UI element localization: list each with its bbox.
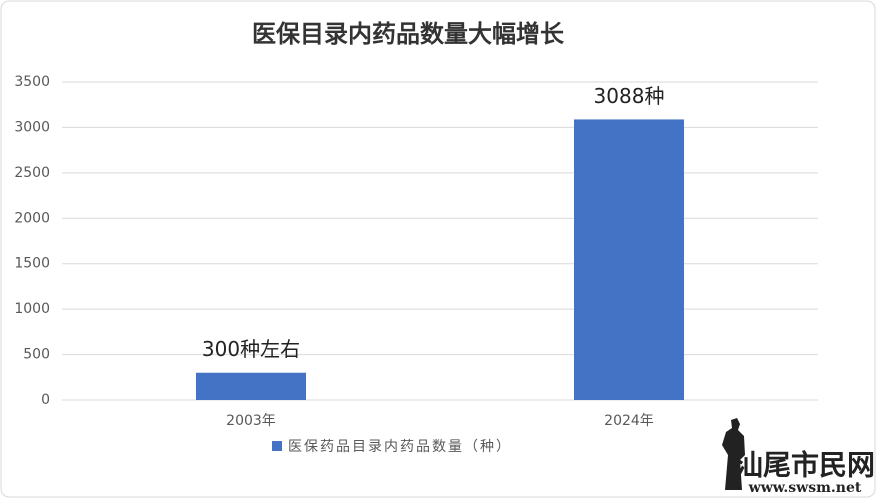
y-tick-label: 0 xyxy=(41,392,50,408)
watermark-url: www.swsm.net xyxy=(748,480,862,496)
watermark-figure xyxy=(722,418,745,490)
legend-label: 医保药品目录内药品数量（种） xyxy=(288,439,512,455)
y-tick-label: 3000 xyxy=(14,119,50,135)
y-tick-label: 500 xyxy=(23,347,50,363)
y-tick-label: 1500 xyxy=(14,256,50,272)
watermark-name: 汕尾市民网 xyxy=(735,449,875,482)
data-label: 3088种 xyxy=(594,84,665,108)
data-label: 300种左右 xyxy=(202,337,300,361)
bar xyxy=(574,119,684,401)
legend-swatch xyxy=(272,441,282,451)
y-tick-label: 1000 xyxy=(14,301,50,317)
y-tick-label: 2000 xyxy=(14,210,50,226)
x-tick-label: 2003年 xyxy=(226,413,276,429)
y-tick-label: 3500 xyxy=(14,74,50,90)
x-tick-label: 2024年 xyxy=(604,413,654,429)
bar xyxy=(196,372,306,400)
y-tick-label: 2500 xyxy=(14,165,50,181)
watermark: 汕尾市民网 www.swsm.net xyxy=(722,418,875,496)
chart-title: 医保目录内药品数量大幅增长 xyxy=(252,20,565,48)
